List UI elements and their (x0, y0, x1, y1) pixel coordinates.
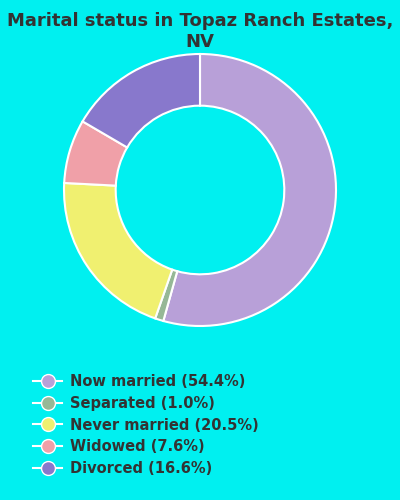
Wedge shape (64, 122, 127, 186)
Wedge shape (64, 183, 172, 318)
Wedge shape (163, 54, 336, 326)
Legend: Now married (54.4%), Separated (1.0%), Never married (20.5%), Widowed (7.6%), Di: Now married (54.4%), Separated (1.0%), N… (27, 368, 264, 482)
Text: Marital status in Topaz Ranch Estates,
NV: Marital status in Topaz Ranch Estates, N… (7, 12, 393, 51)
Wedge shape (155, 270, 177, 321)
Wedge shape (82, 54, 200, 148)
